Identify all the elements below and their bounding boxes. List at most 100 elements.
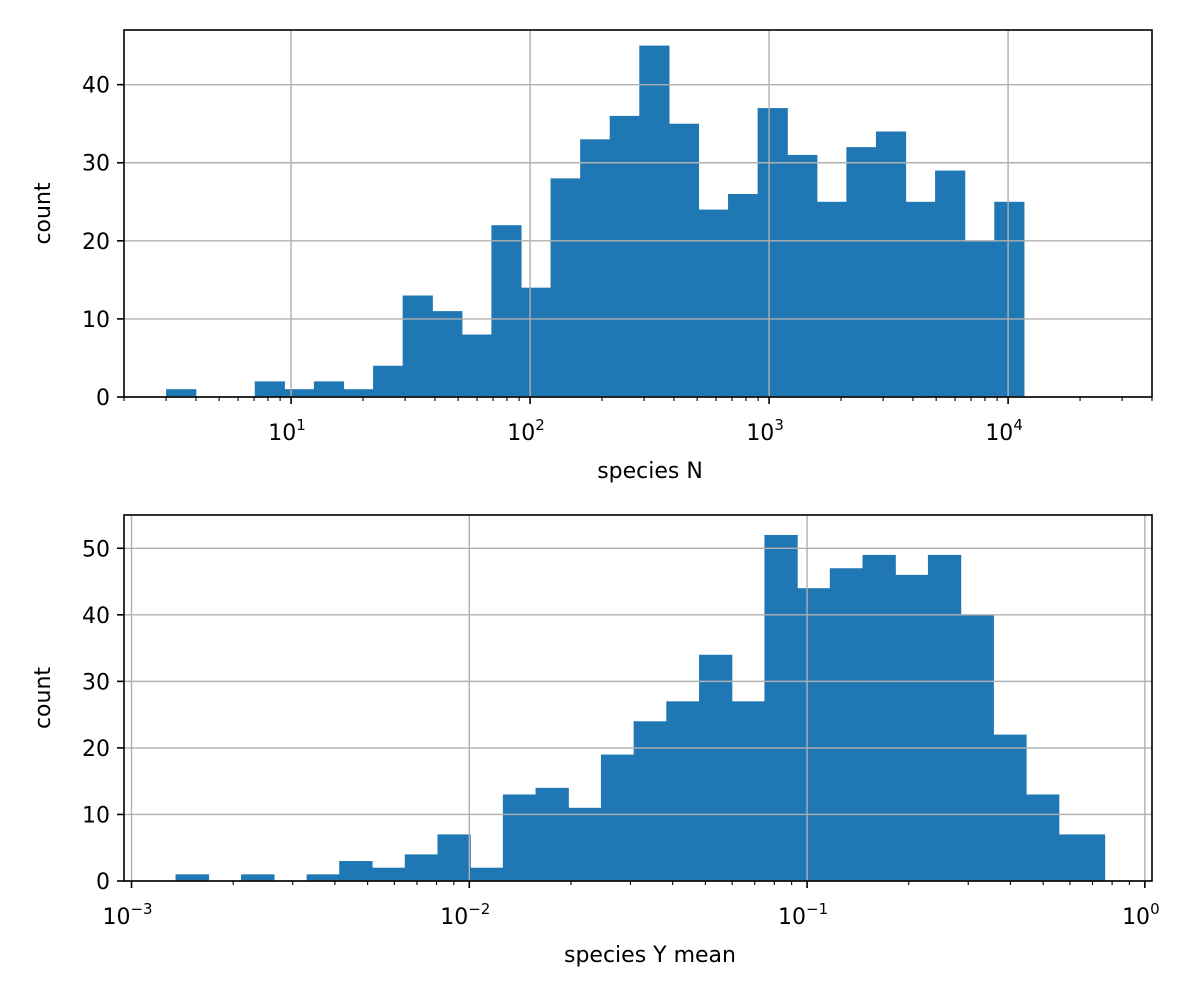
x-tick-base: 10	[1122, 905, 1150, 930]
histogram-bar	[254, 381, 285, 397]
x-axis-label: species Y mean	[564, 943, 736, 968]
histogram-bar	[905, 201, 936, 397]
x-tick-label: 100	[1122, 900, 1160, 930]
x-minor-ticks	[232, 881, 1130, 885]
histogram-bar	[846, 147, 877, 397]
histogram-bar	[284, 389, 315, 397]
histogram-bar	[343, 389, 374, 397]
histogram-bar	[461, 334, 493, 397]
x-tick-label: 10−2	[440, 900, 490, 930]
histogram-bar	[600, 754, 635, 881]
histogram-bar	[993, 734, 1027, 881]
histogram-bar	[935, 170, 966, 397]
histogram-bar	[437, 834, 471, 881]
histogram-bar	[666, 701, 700, 881]
x-tick-label: 104	[985, 416, 1023, 446]
y-tick-label: 20	[82, 230, 110, 255]
x-tick-base: 10	[102, 905, 130, 930]
histogram-bar	[994, 201, 1025, 397]
grid	[124, 30, 1152, 398]
histogram-bar	[609, 115, 640, 397]
histogram-bar	[698, 209, 729, 397]
x-tick-base: 10	[746, 421, 774, 446]
x-tick-labels: 10−3 10−2 10−1 100	[102, 881, 1160, 930]
y-tick-label: 0	[96, 870, 110, 895]
y-tick-label: 40	[82, 604, 110, 629]
x-tick-exponent: −3	[130, 900, 152, 918]
x-tick-labels: 101 102 103 104	[268, 397, 1023, 446]
x-tick-base: 10	[778, 905, 806, 930]
histogram-bar	[404, 854, 439, 881]
histogram-bar	[373, 365, 404, 397]
histogram-bar	[175, 874, 210, 881]
histogram-bar	[470, 867, 504, 881]
axes-frame	[123, 514, 1153, 882]
x-axis-label: species N	[597, 459, 703, 484]
histogram-bar	[502, 794, 537, 881]
histogram-bar	[728, 193, 759, 397]
histogram-bar	[241, 874, 275, 881]
histogram-bars	[175, 534, 1106, 881]
histogram-bar	[306, 874, 340, 881]
y-axis-label: count	[31, 182, 56, 244]
histogram-bar	[580, 139, 611, 397]
x-tick-label: 103	[746, 416, 784, 446]
y-tick-label: 10	[82, 803, 110, 828]
histogram-bar	[1058, 834, 1106, 881]
histogram-bar	[764, 534, 798, 881]
axes-frame	[123, 29, 1153, 398]
histogram-bar	[731, 701, 766, 881]
histogram-bar	[639, 45, 670, 398]
x-tick-label: 10−3	[102, 900, 152, 930]
histogram-bar	[520, 287, 552, 397]
x-tick-base: 10	[440, 905, 468, 930]
histogram-bar	[895, 574, 929, 881]
histogram-bar	[797, 588, 831, 881]
histogram-bar	[829, 568, 864, 881]
y-tick-label: 10	[82, 308, 110, 333]
y-tick-label: 50	[82, 537, 110, 562]
x-tick-exponent: −1	[806, 900, 828, 918]
y-tick-label: 0	[96, 386, 110, 411]
x-tick-exponent: 3	[774, 416, 784, 434]
x-tick-label: 102	[507, 416, 545, 446]
x-tick-base: 10	[268, 421, 296, 446]
histogram-bar	[816, 201, 847, 397]
x-tick-exponent: 4	[1013, 416, 1023, 434]
histogram-bar	[787, 154, 818, 397]
histogram-bar	[862, 554, 896, 881]
y-tick-label: 30	[82, 670, 110, 695]
x-tick-base: 10	[985, 421, 1013, 446]
x-tick-base: 10	[507, 421, 535, 446]
x-tick-exponent: 2	[535, 416, 545, 434]
y-tick-label: 40	[82, 74, 110, 99]
histogram-bar	[432, 311, 463, 397]
histogram-bar	[550, 178, 581, 397]
x-tick-label: 101	[268, 416, 306, 446]
histogram-bars	[166, 45, 1025, 398]
y-axis-label: count	[31, 667, 56, 729]
histogram-bar	[757, 108, 788, 397]
histogram-bar	[875, 131, 907, 398]
histogram-bar	[313, 381, 345, 397]
y-tick-labels: 0 10 20 30 40	[82, 74, 124, 411]
histogram-bar	[668, 123, 700, 398]
x-tick-label: 10−1	[778, 900, 828, 930]
histogram-bar	[535, 787, 569, 881]
x-tick-exponent: −2	[468, 900, 490, 918]
histogram-bar	[491, 225, 522, 397]
histogram-bar	[166, 389, 197, 397]
histogram-bar	[699, 654, 733, 881]
y-tick-labels: 0 10 20 30 40 50	[82, 537, 124, 895]
histogram-bar	[927, 554, 962, 881]
histogram-bar	[1026, 794, 1060, 881]
histogram-bar	[633, 721, 667, 881]
x-tick-exponent: 1	[296, 416, 306, 434]
x-tick-exponent: 0	[1150, 900, 1160, 918]
histogram-bar	[568, 807, 602, 881]
y-tick-label: 20	[82, 737, 110, 762]
histogram-bar	[402, 295, 433, 397]
